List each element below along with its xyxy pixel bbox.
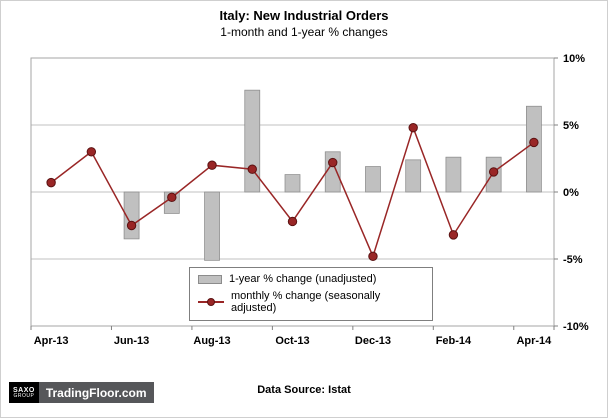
marker-Mar-14 bbox=[488, 167, 499, 177]
legend-item-line-series: monthly % change (seasonally adjusted) bbox=[198, 290, 424, 314]
marker-Nov-13 bbox=[328, 157, 338, 168]
marker-Oct-13 bbox=[287, 216, 298, 227]
marker-Feb-14 bbox=[448, 230, 459, 240]
saxo-group-text: GROUP bbox=[13, 392, 35, 399]
bar-Jan-14 bbox=[405, 159, 422, 193]
marker-Sep-13 bbox=[247, 164, 257, 174]
x-tick-label-Oct-13: Oct-13 bbox=[275, 335, 309, 347]
marker-May-13 bbox=[86, 147, 97, 157]
chart-title: Italy: New Industrial Orders bbox=[219, 8, 389, 23]
y-tick-label-5: 5% bbox=[563, 120, 579, 132]
saxo-group-logo: SAXO GROUP bbox=[9, 382, 39, 403]
chart-legend: 1-year % change (unadjusted) monthly % c… bbox=[189, 267, 433, 321]
marker-Apr-14 bbox=[529, 137, 539, 148]
marker-Jan-14 bbox=[408, 122, 418, 133]
legend-label-line-series: monthly % change (seasonally adjusted) bbox=[231, 290, 381, 314]
legend-label-bar-series: 1-year % change (unadjusted) bbox=[229, 273, 377, 285]
bar-Apr-14 bbox=[526, 105, 542, 193]
x-tick-label-Apr-13: Apr-13 bbox=[34, 335, 69, 347]
bar-Oct-13 bbox=[284, 174, 301, 193]
bar-Aug-13 bbox=[204, 191, 220, 261]
x-tick-label-Aug-13: Aug-13 bbox=[193, 335, 230, 347]
marker-Dec-13 bbox=[368, 251, 378, 262]
x-tick-label-Dec-13: Dec-13 bbox=[355, 335, 391, 347]
data-source-caption: Data Source: Istat bbox=[257, 384, 351, 396]
tradingfloor-logo: SAXO GROUP TradingFloor.com bbox=[9, 382, 154, 403]
x-tick-label-Feb-14: Feb-14 bbox=[436, 335, 472, 347]
marker-Apr-13 bbox=[46, 177, 56, 188]
saxo-logo-text: SAXO bbox=[13, 386, 35, 394]
line-swatch-marker bbox=[207, 298, 215, 306]
marker-Aug-13 bbox=[207, 160, 217, 170]
marker-Jun-13 bbox=[126, 220, 137, 231]
tradingfloor-brand-text: TradingFloor.com bbox=[38, 382, 154, 403]
bar-series-swatch bbox=[198, 274, 222, 284]
chart-subtitle: 1-month and 1-year % changes bbox=[220, 25, 388, 39]
y-tick-label-10: 10% bbox=[563, 53, 585, 65]
y-tick-label-0: 0% bbox=[563, 187, 579, 199]
x-tick-label-Jun-13: Jun-13 bbox=[114, 335, 149, 347]
x-tick-label-Apr-14: Apr-14 bbox=[516, 335, 552, 347]
y-tick-label--10: -10% bbox=[563, 321, 589, 333]
bar-Feb-14 bbox=[445, 156, 462, 193]
bar-Dec-13 bbox=[365, 166, 381, 193]
y-tick-label--5: -5% bbox=[563, 254, 583, 266]
marker-Jul-13 bbox=[167, 192, 177, 203]
line-series-swatch bbox=[198, 297, 224, 307]
legend-item-bar-series: 1-year % change (unadjusted) bbox=[198, 273, 424, 285]
